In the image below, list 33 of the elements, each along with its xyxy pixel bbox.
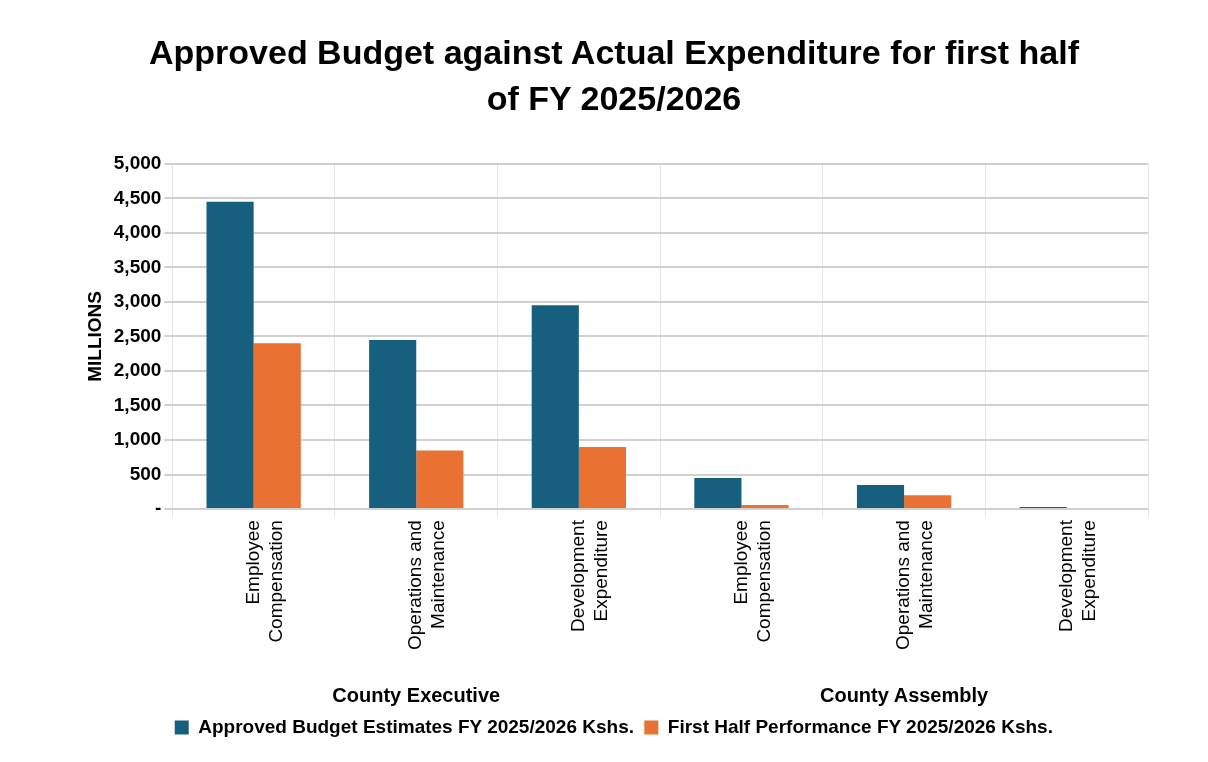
- bar: [416, 450, 464, 509]
- bar: [694, 478, 742, 509]
- x-tick-label: Employee Compensation: [241, 520, 286, 643]
- bar: [856, 484, 905, 509]
- y-tick-label: 500: [129, 462, 162, 484]
- bar: [531, 305, 579, 509]
- bar: [578, 446, 627, 509]
- bar: [904, 495, 952, 509]
- bar: [206, 201, 254, 509]
- legend-label: First Half Performance FY 2025/2026 Kshs.: [667, 715, 1053, 737]
- y-tick-label: 3,500: [113, 255, 162, 277]
- x-tick-label: Operations and Maintenance: [404, 520, 449, 650]
- x-tick-label: Development Expenditure: [1054, 519, 1099, 633]
- y-tick-label: 2,000: [113, 359, 162, 381]
- y-tick-label: 5,000: [113, 152, 162, 174]
- legend-label: Approved Budget Estimates FY 2025/2026 Kshs.: [198, 715, 634, 737]
- y-tick-label: 1,500: [113, 393, 162, 415]
- text: County Assembly: [819, 683, 990, 706]
- bar: [253, 343, 301, 509]
- y-axis-title: MILLIONS: [83, 291, 105, 382]
- y-tick-label: 4,000: [113, 221, 162, 243]
- text: County Executive: [332, 683, 501, 706]
- x-tick-label: Development Expenditure: [567, 519, 611, 633]
- y-tick-label: 1,000: [113, 428, 162, 450]
- y-tick-label: -: [155, 497, 162, 519]
- x-tick-label: Operations and Maintenance: [892, 520, 937, 650]
- bar: [369, 339, 417, 509]
- x-tick-label: Employee Compensation: [729, 520, 774, 643]
- bar: [741, 504, 789, 509]
- y-tick-label: 2,500: [113, 324, 162, 346]
- chart-title: Approved Budget against Actual Expenditure for first half of FY 2025/2026: [148, 33, 1080, 118]
- y-tick-label: 4,500: [113, 186, 162, 208]
- y-tick-label: 3,000: [113, 290, 162, 312]
